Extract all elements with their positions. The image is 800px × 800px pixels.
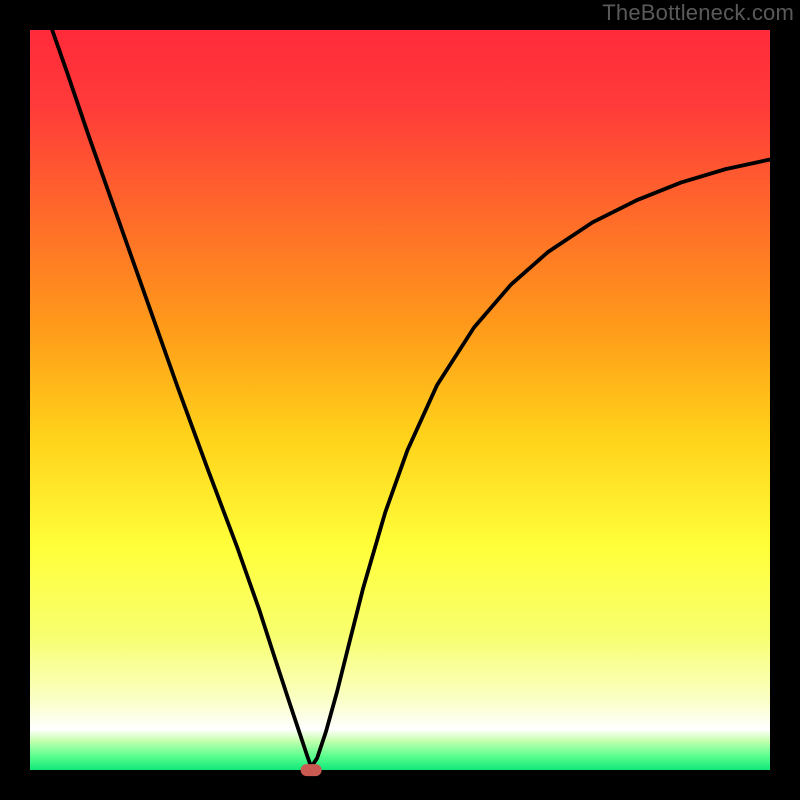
gradient-bg [30,30,770,770]
min-marker [301,764,322,776]
watermark-text: TheBottleneck.com [602,0,794,26]
plot-area [30,30,770,770]
chart-svg [30,30,770,770]
chart-container: TheBottleneck.com [0,0,800,800]
